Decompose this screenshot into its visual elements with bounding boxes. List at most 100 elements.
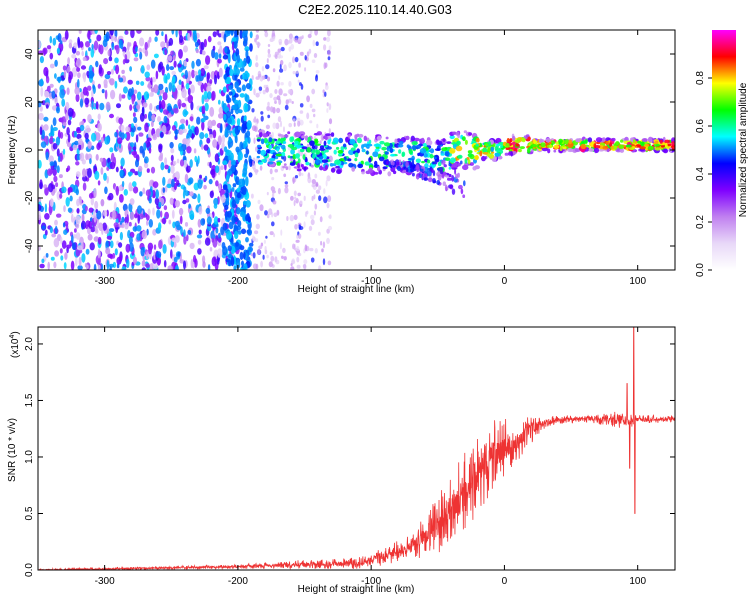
spectrogram-cell-2019 <box>299 110 304 114</box>
spectrogram-cell-973 <box>103 79 108 87</box>
spectrogram-cell-1058 <box>85 248 90 255</box>
spectrogram-cell-1720 <box>259 204 264 212</box>
spectrogram-cell-82 <box>163 205 168 211</box>
spectrogram-cell-2623 <box>300 164 304 168</box>
spectrogram-cell-995 <box>41 258 45 264</box>
spectrogram-cell-1300 <box>117 137 123 145</box>
spectrogram-cell-207 <box>157 116 161 123</box>
spectrogram-cell-1034 <box>136 104 141 110</box>
spectrogram-cell-2120 <box>379 140 385 145</box>
spectrogram-cell-45 <box>195 58 201 67</box>
spectrogram-cell-1220 <box>206 85 212 93</box>
spectrogram-cell-1605 <box>223 74 227 80</box>
svg-text:(x104): (x104) <box>9 331 21 358</box>
spectrogram-cell-2639 <box>588 148 595 152</box>
spectrogram-cell-2745 <box>415 144 422 149</box>
spectrogram-cell-1174 <box>60 236 63 245</box>
spectrogram-cell-1149 <box>59 89 65 99</box>
spectrogram-cell-1381 <box>140 246 145 257</box>
spectrogram-cell-2653 <box>467 153 473 158</box>
spectrogram-cell-2619 <box>415 158 421 164</box>
spectrogram-cell-2573 <box>562 144 566 147</box>
spectrogram-cell-2923 <box>654 147 661 151</box>
spectrogram-cell-1398 <box>189 210 195 220</box>
spectrogram-cell-277 <box>136 98 142 106</box>
spectrogram-cell-2035 <box>255 122 258 127</box>
spectrogram-cell-2039 <box>298 233 302 239</box>
colorbar-tick-label-0: 0.0 <box>695 263 706 277</box>
spectrogram-cell-810 <box>153 84 159 94</box>
spectrogram-cell-1817 <box>327 30 331 37</box>
spectrogram-cell-1781 <box>277 187 281 195</box>
spectrogram-cell-2779 <box>468 132 473 136</box>
spectrogram-cell-1225 <box>119 194 124 203</box>
spectrogram-cell-1602 <box>227 245 232 252</box>
spectrogram-cell-146 <box>75 93 80 103</box>
spectrogram-cell-775 <box>187 70 191 81</box>
spectrogram-cell-558 <box>136 91 142 101</box>
spectrogram-cell-2753 <box>494 146 498 151</box>
spectrogram-cell-759 <box>184 173 189 184</box>
spectrogram-cell-1770 <box>253 137 256 144</box>
spectrogram-cell-909 <box>51 90 56 99</box>
spectrogram-cell-919 <box>126 214 129 224</box>
spectrogram-cell-2609 <box>278 144 282 148</box>
spectrogram-cell-871 <box>52 143 58 150</box>
spectrogram-cell-1744 <box>268 208 273 216</box>
spectrogram-cell-641 <box>134 171 139 176</box>
spectrogram-cell-903 <box>178 207 184 216</box>
spectrogram-cell-2670 <box>268 137 273 143</box>
spectrogram-cell-1290 <box>173 107 179 114</box>
spectrogram-cell-1165 <box>214 52 219 60</box>
spectrogram-cell-1923 <box>251 75 254 81</box>
spectrogram-cell-1633 <box>238 178 244 188</box>
spectrogram-cell-2026 <box>307 33 312 39</box>
spectrogram-cell-1125 <box>74 87 80 95</box>
spectrogram-cell-2895 <box>487 147 491 153</box>
spectrogram-cell-1150 <box>84 205 88 212</box>
spectrogram-cell-2352 <box>325 135 328 141</box>
spectrogram-cell-1046 <box>71 242 76 250</box>
spectrogram-cell-421 <box>106 175 109 184</box>
spectrogram-cell-1683 <box>254 230 259 235</box>
spectrogram-cell-1025 <box>109 78 115 86</box>
spectrogram-cell-1614 <box>243 102 249 113</box>
spectrogram-cell-744 <box>205 55 211 65</box>
spectrogram-cell-1573 <box>233 41 238 49</box>
figure-title: C2E2.2025.110.14.40.G03 <box>298 2 452 17</box>
spectrogram-cell-295 <box>63 262 67 270</box>
spectrogram-cell-1992 <box>272 200 277 205</box>
spectrogram-cell-1119 <box>124 54 128 61</box>
spectrogram-cell-2780 <box>452 131 456 135</box>
spectrogram-cell-2184 <box>446 141 452 145</box>
spectrogram-cell-468 <box>51 233 57 238</box>
colorbar-tick-label-1: 0.2 <box>695 215 706 229</box>
spectrogram-cell-435 <box>60 131 64 139</box>
spectrogram-cell-1973 <box>293 122 296 127</box>
spectrogram-cell-1632 <box>246 120 252 130</box>
spectrogram-cell-1453 <box>238 109 243 114</box>
spectrogram-cell-2843 <box>291 146 298 151</box>
spectrogram-cell-974 <box>132 226 138 232</box>
spectrogram-cell-2784 <box>437 161 442 167</box>
spectrogram-cell-1928 <box>304 244 308 252</box>
spectrogram-cell-1540 <box>249 43 253 52</box>
spectrogram-cell-1158 <box>148 246 152 255</box>
spectrogram-cell-459 <box>207 264 211 270</box>
spectrogram-cell-1982 <box>323 44 327 51</box>
spectrogram-cell-2359 <box>423 152 428 158</box>
spectrogram-cell-1800 <box>255 62 259 68</box>
spectrogram-cell-620 <box>168 219 172 225</box>
spectrogram-cell-2016 <box>295 70 299 74</box>
spectrogram-cell-2054 <box>464 139 468 145</box>
spectrogram-cell-1850 <box>267 101 270 107</box>
spectrogram-cell-2371 <box>348 149 355 156</box>
spectrogram-cell-563 <box>141 106 145 114</box>
spectrogram-cell-1279 <box>62 222 66 228</box>
spectrogram-cell-31 <box>114 248 118 256</box>
spectrogram-cell-1080 <box>153 244 157 250</box>
spectrogram-cell-954 <box>67 119 72 126</box>
spectrogram-cell-236 <box>107 253 113 259</box>
spectrogram-cell-219 <box>81 50 84 57</box>
spectrogram-cell-1250 <box>209 161 212 168</box>
